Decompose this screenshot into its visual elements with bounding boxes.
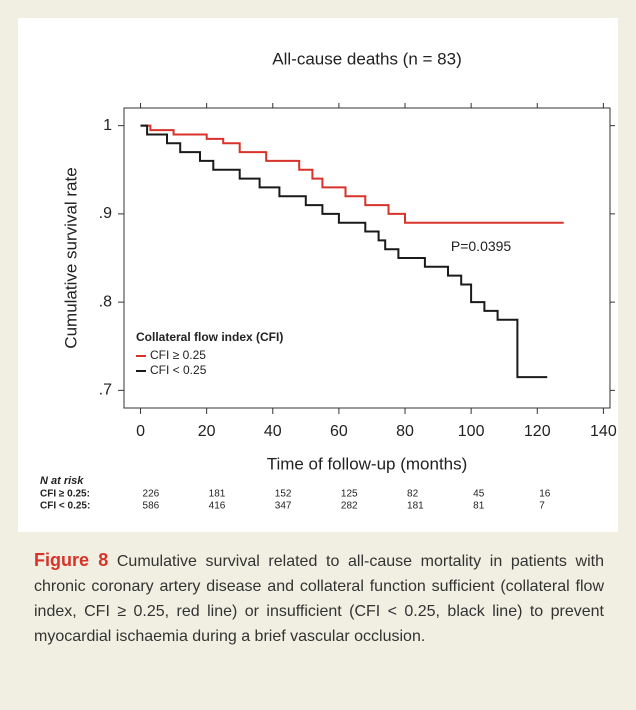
- chart-title: All-cause deaths (n = 83): [272, 49, 461, 68]
- risk-table-title: N at risk: [40, 475, 84, 487]
- x-tick-label: 120: [524, 423, 551, 440]
- x-tick-label: 60: [330, 423, 348, 440]
- risk-count: 416: [209, 501, 226, 512]
- x-tick-label: 140: [590, 423, 617, 440]
- x-tick-label: 100: [458, 423, 485, 440]
- risk-count: 16: [539, 489, 551, 500]
- risk-count: 181: [209, 489, 226, 500]
- caption-label: Figure 8: [34, 550, 109, 570]
- risk-count: 226: [143, 489, 160, 500]
- y-tick-label: .9: [99, 205, 112, 222]
- figure-caption: Figure 8 Cumulative survival related to …: [34, 548, 604, 649]
- legend-label: CFI < 0.25: [150, 363, 207, 377]
- risk-row-label: CFI < 0.25:: [40, 501, 90, 512]
- legend-label: CFI ≥ 0.25: [150, 348, 206, 362]
- y-tick-label: .7: [99, 382, 112, 399]
- y-axis-label: Cumulative survival rate: [61, 167, 80, 348]
- risk-count: 586: [143, 501, 160, 512]
- x-tick-label: 0: [136, 423, 145, 440]
- y-tick-label: 1: [103, 117, 112, 134]
- risk-count: 45: [473, 489, 485, 500]
- risk-count: 82: [407, 489, 419, 500]
- y-tick-label: .8: [99, 293, 112, 310]
- plot-frame: [123, 107, 611, 409]
- annotation: P=0.0395: [451, 238, 512, 254]
- x-tick-label: 20: [198, 423, 216, 440]
- risk-count: 347: [275, 501, 292, 512]
- caption-text: Cumulative survival related to all-cause…: [34, 553, 604, 645]
- risk-count: 7: [539, 501, 545, 512]
- survival-curve: [140, 124, 548, 379]
- x-axis-label: Time of follow-up (months): [267, 454, 468, 473]
- risk-count: 282: [341, 501, 358, 512]
- chart: All-cause deaths (n = 83) Time of follow…: [40, 49, 617, 512]
- risk-count: 181: [407, 501, 424, 512]
- risk-count: 81: [473, 501, 485, 512]
- risk-row-label: CFI ≥ 0.25:: [40, 489, 90, 500]
- x-tick-label: 40: [264, 423, 282, 440]
- risk-count: 125: [341, 489, 358, 500]
- legend-title: Collateral flow index (CFI): [136, 330, 283, 344]
- x-tick-label: 80: [396, 423, 414, 440]
- chart-panel: [18, 18, 618, 532]
- survival-curve: [140, 124, 564, 224]
- risk-count: 152: [275, 489, 292, 500]
